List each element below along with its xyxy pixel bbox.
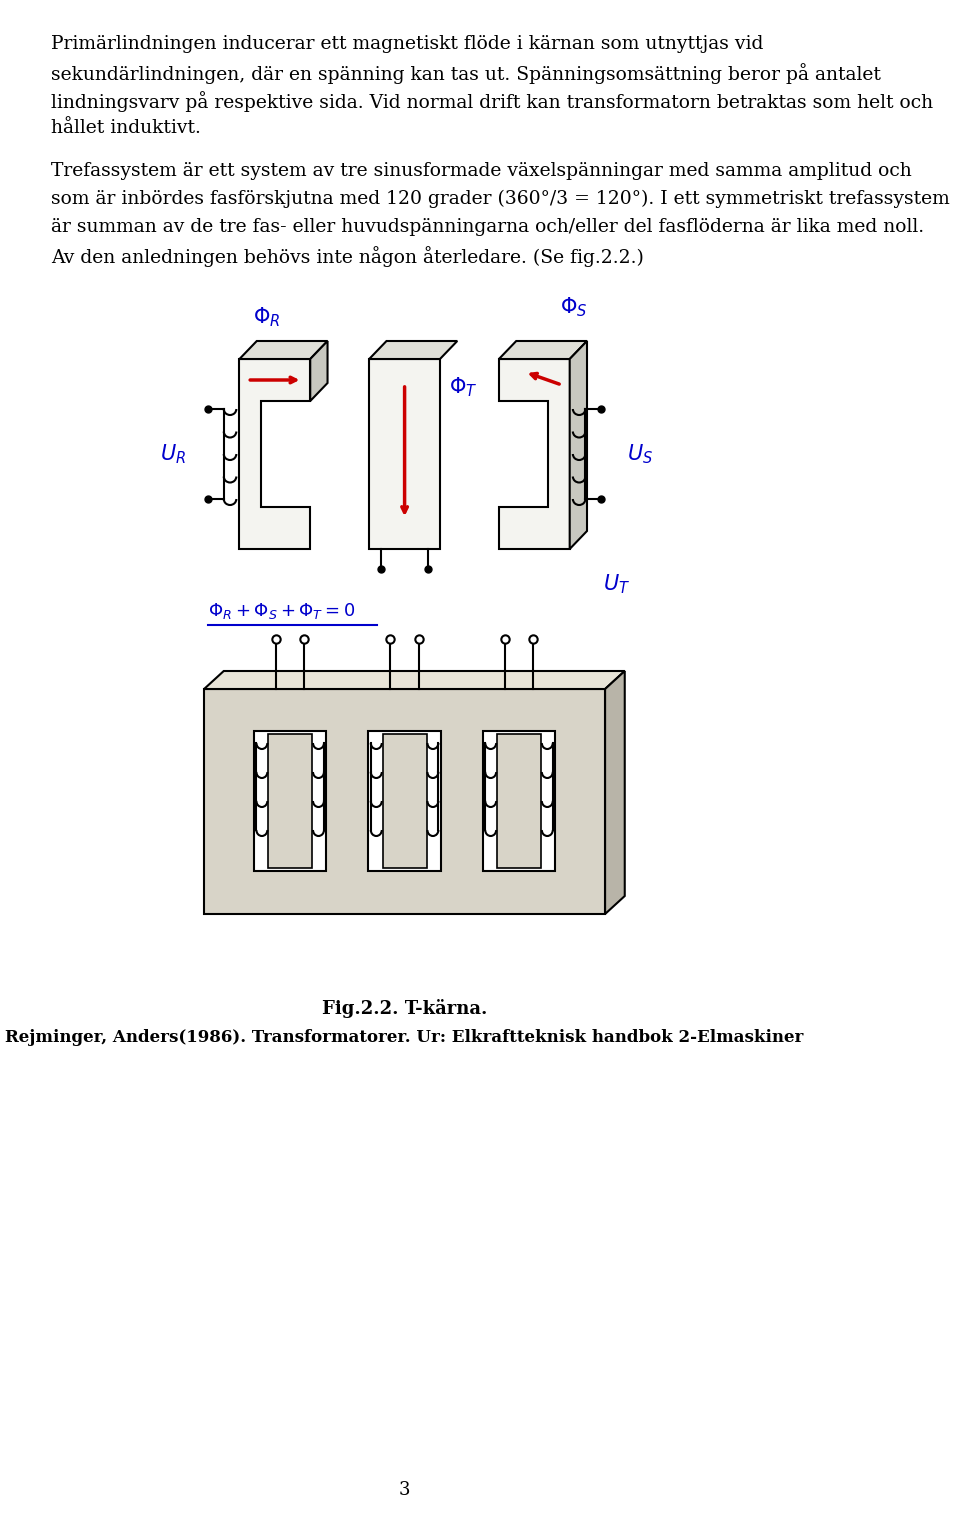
Bar xyxy=(370,359,440,549)
Text: $\Phi_R + \Phi_S + \Phi_T = 0$: $\Phi_R + \Phi_S + \Phi_T = 0$ xyxy=(208,601,355,620)
Polygon shape xyxy=(310,341,327,400)
Polygon shape xyxy=(605,671,625,914)
Polygon shape xyxy=(499,359,569,549)
Bar xyxy=(254,730,326,871)
Text: $\Phi_R$: $\Phi_R$ xyxy=(253,306,280,329)
Polygon shape xyxy=(370,341,457,359)
Text: $\Phi_T$: $\Phi_T$ xyxy=(449,376,478,399)
Text: $U_R$: $U_R$ xyxy=(159,442,185,466)
Polygon shape xyxy=(204,671,625,689)
Polygon shape xyxy=(239,341,327,359)
Text: som är inbördes fasförskjutna med 120 grader (360°/3 = 120°). I ett symmetriskt : som är inbördes fasförskjutna med 120 gr… xyxy=(51,189,949,208)
Bar xyxy=(369,730,441,871)
Text: Av den anledningen behövs inte någon återledare. (Se fig.2.2.): Av den anledningen behövs inte någon åte… xyxy=(51,246,643,267)
Text: $U_T$: $U_T$ xyxy=(603,571,631,596)
Text: är summan av de tre fas- eller huvudspänningarna och/eller del fasflöderna är li: är summan av de tre fas- eller huvudspän… xyxy=(51,219,924,235)
Text: 3: 3 xyxy=(398,1481,410,1499)
Bar xyxy=(483,730,555,871)
Polygon shape xyxy=(499,341,587,359)
Text: Trefassystem är ett system av tre sinusformade växelspänningar med samma amplitu: Trefassystem är ett system av tre sinusf… xyxy=(51,162,912,180)
Polygon shape xyxy=(569,341,587,549)
Text: lindningsvarv på respektive sida. Vid normal drift kan transformatorn betraktas : lindningsvarv på respektive sida. Vid no… xyxy=(51,92,933,112)
Text: hållet induktivt.: hållet induktivt. xyxy=(51,119,201,138)
Bar xyxy=(383,733,426,868)
Bar xyxy=(497,733,541,868)
Text: sekundärlindningen, där en spänning kan tas ut. Spänningsomsättning beror på ant: sekundärlindningen, där en spänning kan … xyxy=(51,63,880,84)
Text: $\Phi_S$: $\Phi_S$ xyxy=(560,295,588,319)
Text: Fig.2.2. T-kärna.: Fig.2.2. T-kärna. xyxy=(322,999,488,1018)
Text: Primärlindningen inducerar ett magnetiskt flöde i kärnan som utnyttjas vid: Primärlindningen inducerar ett magnetisk… xyxy=(51,35,763,53)
Bar xyxy=(204,689,605,914)
Text: $U_S$: $U_S$ xyxy=(628,442,654,466)
Polygon shape xyxy=(239,359,310,549)
Bar xyxy=(268,733,312,868)
Text: Rejminger, Anders(1986). Transformatorer. Ur: Elkraftteknisk handbok 2-Elmaskine: Rejminger, Anders(1986). Transformatorer… xyxy=(6,1028,804,1047)
